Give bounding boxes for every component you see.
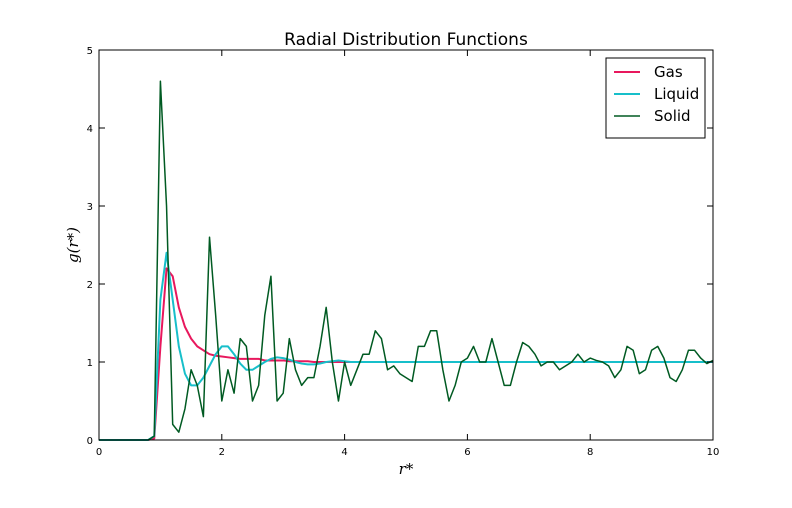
y-tick-label: 5 — [87, 46, 93, 57]
x-tick-label: 8 — [587, 447, 593, 458]
y-tick-label: 0 — [87, 436, 93, 447]
line-series — [99, 80, 714, 441]
legend-label: Solid — [654, 107, 691, 125]
y-tick-label: 1 — [87, 358, 93, 369]
legend-label: Liquid — [654, 85, 699, 103]
y-tick-label: 2 — [87, 280, 93, 291]
x-tick-label: 6 — [464, 447, 470, 458]
y-tick-label: 4 — [87, 124, 93, 135]
x-tick-label: 2 — [219, 447, 225, 458]
y-tick-label: 3 — [87, 202, 93, 213]
y-axis-label: g(r*) — [64, 227, 82, 263]
plot-frame — [98, 49, 714, 441]
x-tick-label: 0 — [96, 447, 102, 458]
legend-label: Gas — [654, 63, 683, 81]
x-axis-label: r* — [399, 460, 414, 478]
line-series — [99, 251, 713, 441]
x-tick-label: 4 — [341, 447, 347, 458]
x-tick-label: 10 — [707, 447, 720, 458]
chart-title: Radial Distribution Functions — [284, 30, 528, 50]
